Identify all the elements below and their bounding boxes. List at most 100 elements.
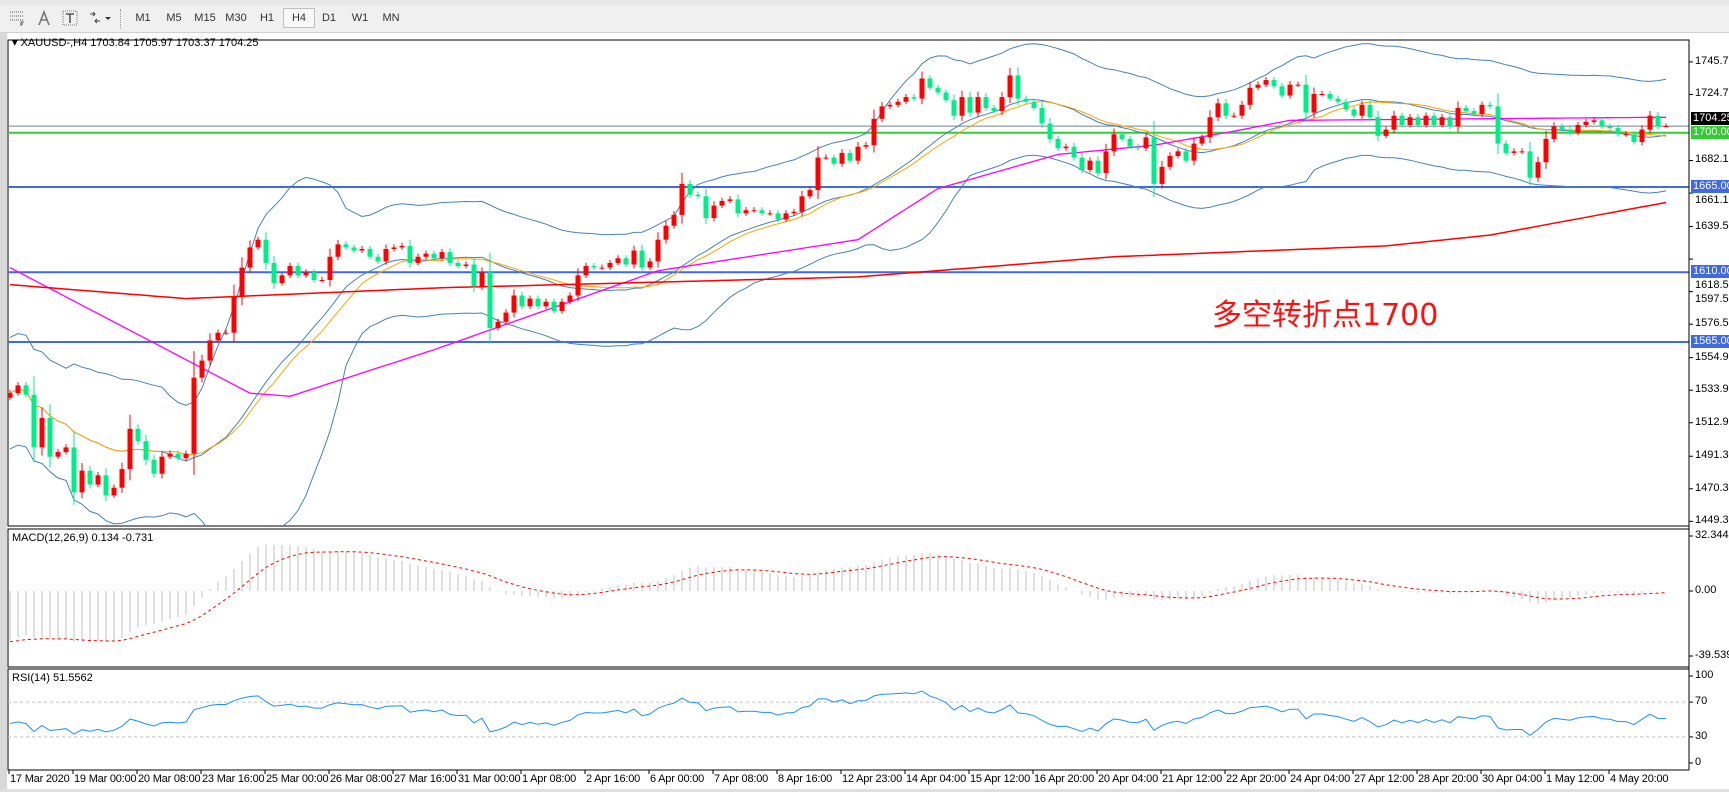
time-axis-label: 20 Apr 04:00	[1098, 773, 1158, 785]
grid-icon[interactable]	[6, 8, 30, 28]
ohlc-values: 1703.84 1705.97 1703.37 1704.25	[90, 37, 259, 49]
candle-body	[399, 245, 405, 248]
candle-body	[1415, 117, 1421, 125]
candle	[1119, 131, 1125, 142]
collapse-triangle-icon[interactable]: ▾	[12, 37, 18, 49]
timeframe-h1-button[interactable]: H1	[259, 12, 275, 24]
timeframe-w1-button[interactable]: W1	[351, 12, 369, 24]
candle-body	[543, 301, 549, 307]
candle	[1615, 125, 1621, 137]
candle-body	[1655, 115, 1661, 127]
time-axis-label: 8 Apr 16:00	[778, 773, 833, 785]
candle	[463, 261, 469, 269]
candle-body	[407, 245, 413, 263]
candle-body	[1351, 109, 1357, 116]
candle	[623, 255, 629, 267]
candle-body	[567, 295, 573, 302]
timeframe-m30-button[interactable]: M30	[225, 12, 247, 24]
candle-body	[887, 104, 893, 107]
candle	[447, 248, 453, 266]
candle	[1439, 114, 1445, 128]
candle	[799, 190, 805, 217]
candle-body	[1119, 134, 1125, 139]
candle	[31, 376, 37, 463]
candle-body	[791, 211, 797, 214]
arrows-icon[interactable]	[86, 8, 114, 28]
candle	[735, 194, 741, 218]
candle	[727, 196, 733, 204]
candle-body	[1055, 138, 1061, 149]
candle	[439, 249, 445, 261]
text-label-icon[interactable]	[58, 8, 82, 28]
candle-body	[1143, 137, 1149, 149]
candle	[1447, 113, 1453, 130]
candle-body	[743, 210, 749, 214]
candle	[503, 309, 509, 325]
candle-body	[8, 393, 13, 398]
main-pane	[7, 39, 1690, 527]
candle-body	[31, 394, 37, 448]
timeframe-mn-button[interactable]: MN	[382, 12, 400, 24]
timeframe-m1-button[interactable]: M1	[135, 12, 151, 24]
candle-body	[215, 332, 221, 341]
candle-body	[1423, 115, 1429, 125]
candle-body	[1087, 160, 1093, 170]
candle-body	[871, 118, 877, 146]
candle-body	[143, 441, 149, 460]
candle	[1239, 101, 1245, 119]
candle	[343, 241, 349, 250]
candle-body	[719, 200, 725, 206]
candle-body	[167, 453, 173, 457]
candle-body	[463, 264, 469, 267]
timeframe-d1-button[interactable]: D1	[321, 12, 337, 24]
candle	[15, 382, 21, 396]
candle	[279, 272, 285, 286]
timeframe-h4-button[interactable]: H4	[283, 8, 315, 28]
candle	[207, 333, 213, 367]
rsi-axis-label: 0	[1695, 756, 1702, 768]
candle	[567, 292, 573, 305]
candle-body	[1311, 94, 1317, 113]
candle	[255, 236, 261, 250]
candle-body	[1239, 104, 1245, 116]
candle-body	[559, 301, 565, 311]
candle-body	[1639, 129, 1645, 143]
macd-signal-line	[9, 551, 1667, 643]
candle	[879, 102, 885, 123]
time-axis-label: 23 Mar 16:00	[202, 773, 265, 785]
time-axis-label: 2 Apr 16:00	[586, 773, 641, 785]
time-axis-label: 31 Mar 00:00	[458, 773, 521, 785]
candle	[599, 264, 605, 271]
time-axis-label: 27 Mar 16:00	[394, 773, 457, 785]
macd-axis-label: 32.344	[1695, 529, 1729, 541]
candle-body	[1127, 138, 1133, 147]
timeframe-m15-button[interactable]: M15	[194, 12, 216, 24]
candle	[1095, 156, 1101, 177]
candle	[807, 187, 813, 199]
candle	[1367, 100, 1373, 121]
candle-body	[47, 417, 53, 457]
candle-body	[695, 194, 701, 197]
timeframe-m5-button[interactable]: M5	[166, 12, 182, 24]
candle-body	[1039, 107, 1045, 124]
candle	[1407, 114, 1413, 128]
candle-body	[1223, 103, 1229, 116]
candle	[1063, 143, 1069, 151]
candle	[775, 210, 781, 223]
price-axis-label: 1661.10	[1695, 194, 1729, 206]
candle	[1223, 98, 1229, 120]
candle-body	[591, 266, 597, 268]
candle-body	[1295, 84, 1301, 86]
candle	[431, 250, 437, 261]
text-A-icon[interactable]	[32, 8, 56, 28]
candle-body	[103, 475, 109, 496]
candle	[839, 149, 845, 167]
candle	[1639, 125, 1645, 146]
candle-body	[1391, 115, 1397, 130]
candle-body	[919, 78, 925, 99]
candle	[719, 197, 725, 209]
candle	[519, 291, 525, 310]
candle	[783, 210, 789, 223]
candle-body	[71, 447, 77, 493]
